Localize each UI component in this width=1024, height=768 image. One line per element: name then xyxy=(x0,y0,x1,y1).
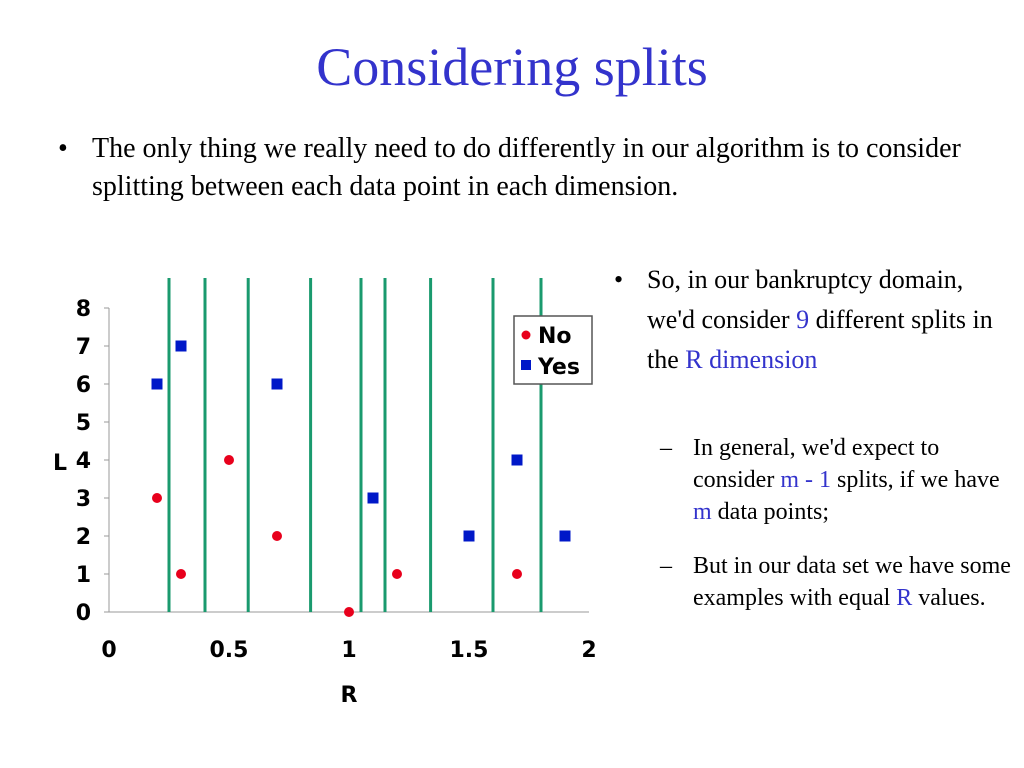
y-tick-label: 1 xyxy=(76,563,91,588)
x-tick-label: 1 xyxy=(341,638,356,663)
y-tick-label: 3 xyxy=(76,487,91,512)
y-tick-label: 5 xyxy=(76,411,91,436)
x-tick-label: 2 xyxy=(581,638,596,663)
data-point-no xyxy=(512,569,522,579)
data-point-no xyxy=(272,531,282,541)
bullet-2-dimension: R dimension xyxy=(685,345,818,374)
sub-bullet-marker: – xyxy=(660,553,672,579)
sub-bullet-2: – But in our data set we have some examp… xyxy=(660,550,1020,614)
sub-2-part2: values. xyxy=(912,585,986,611)
y-tick-label: 7 xyxy=(76,335,91,360)
bullet-2-part2: different splits in the xyxy=(647,305,993,374)
data-point-yes xyxy=(367,492,379,504)
data-point-no xyxy=(344,607,354,617)
data-point-no xyxy=(224,455,234,465)
data-point-yes xyxy=(559,530,571,542)
x-tick-label: 1.5 xyxy=(450,638,489,663)
legend-marker-no xyxy=(521,330,531,340)
bullet-marker: • xyxy=(58,133,68,164)
sub-1-m: m xyxy=(693,499,712,525)
y-axis-label: L xyxy=(53,451,67,476)
data-point-yes xyxy=(463,530,475,542)
sub-bullet-marker: – xyxy=(660,435,672,461)
bullet-2: • So, in our bankruptcy domain, we'd con… xyxy=(614,260,994,380)
y-tick-label: 8 xyxy=(76,297,91,322)
sub-1-part3: data points; xyxy=(711,499,829,525)
sub-bullet-2-text: But in our data set we have some example… xyxy=(693,550,1020,614)
data-point-yes xyxy=(175,340,187,352)
data-point-yes xyxy=(511,454,523,466)
data-point-no xyxy=(392,569,402,579)
y-tick-label: 0 xyxy=(76,601,91,626)
bullet-1-text: The only thing we really need to do diff… xyxy=(92,133,961,202)
x-tick-label: 0.5 xyxy=(210,638,249,663)
sub-bullet-1-text: In general, we'd expect to consider m - … xyxy=(693,432,1020,528)
bullet-marker: • xyxy=(614,265,624,294)
sub-1-m-minus-1: m - 1 xyxy=(780,467,831,493)
sub-1-part2: splits, if we have xyxy=(830,467,1000,493)
slide-title: Considering splits xyxy=(316,37,708,97)
legend-label-no: No xyxy=(538,324,572,349)
data-point-yes xyxy=(271,378,283,390)
legend-marker-yes xyxy=(521,360,531,370)
data-point-no xyxy=(176,569,186,579)
x-axis-label: R xyxy=(341,683,358,708)
sub-1-part1: In general, we'd expect to consider xyxy=(693,435,940,493)
scatter-chart: 0 1 2 3 4 5 6 7 8 0 0.5 1 1.5 2 L R No Yes xyxy=(53,278,597,708)
y-tick-label: 2 xyxy=(76,525,91,550)
y-tick-label: 4 xyxy=(76,449,91,474)
y-tick-label: 6 xyxy=(76,373,91,398)
bullet-2-part1: So, in our bankruptcy domain, we'd consi… xyxy=(647,265,964,334)
sub-2-r: R xyxy=(896,585,913,611)
bullet-2-text: So, in our bankruptcy domain, we'd consi… xyxy=(647,260,994,380)
legend-label-yes: Yes xyxy=(537,355,580,380)
bullet-1: • The only thing we really need to do di… xyxy=(58,130,978,206)
data-point-no xyxy=(152,493,162,503)
data-point-yes xyxy=(151,378,163,390)
x-tick-label: 0 xyxy=(101,638,116,663)
legend-box xyxy=(513,315,593,385)
bullet-2-number: 9 xyxy=(796,305,810,334)
sub-bullet-1: – In general, we'd expect to consider m … xyxy=(660,432,1020,528)
sub-2-part1: But in our data set we have some example… xyxy=(693,553,1011,611)
